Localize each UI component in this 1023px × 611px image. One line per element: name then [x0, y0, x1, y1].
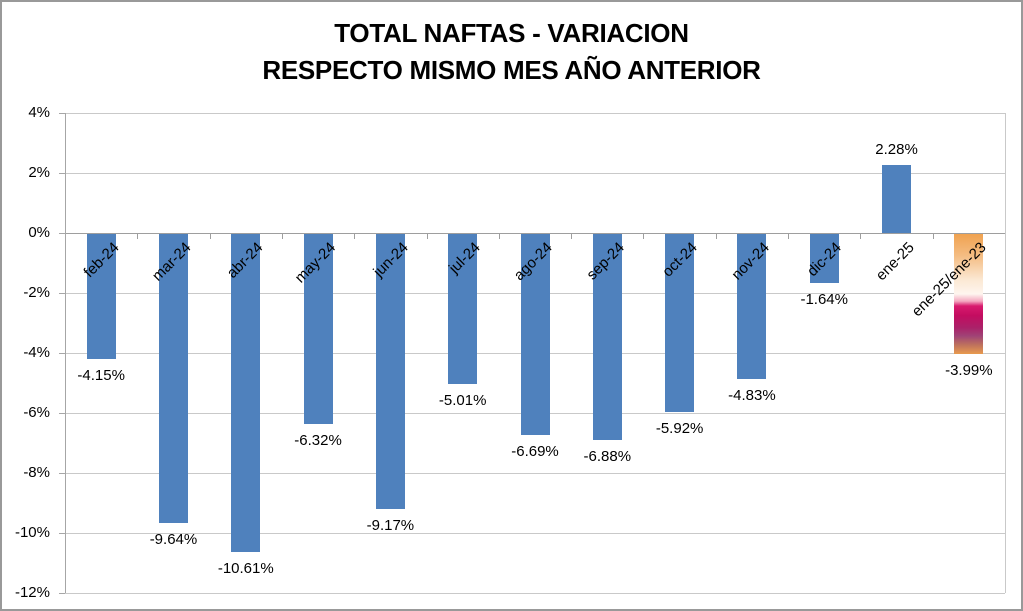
y-axis-tick [59, 413, 65, 414]
x-axis-tick [643, 234, 645, 239]
x-axis-tick [354, 234, 356, 239]
y-axis-tick [59, 113, 65, 114]
data-label-jun-24: -9.17% [366, 517, 415, 535]
y-axis-tick [59, 233, 65, 234]
y-axis-tick [59, 533, 65, 534]
data-label-sep-24: -6.88% [583, 448, 632, 466]
gridline-4 [65, 113, 1005, 114]
y-axis-label--12: -12% [14, 584, 50, 601]
data-label-ene-25/ene-23: -3.99% [945, 361, 993, 379]
bar-nov-24[interactable] [737, 234, 767, 379]
x-axis-category-label: ene-25 [872, 239, 918, 285]
bar-may-24[interactable] [303, 234, 333, 424]
y-axis-label-4: 4% [28, 104, 50, 121]
bar-ene-25[interactable] [882, 164, 912, 233]
x-axis-tick [209, 234, 211, 239]
x-axis-tick [932, 234, 934, 239]
y-axis-label--4: -4% [23, 344, 50, 361]
x-axis-tick [137, 234, 139, 239]
x-axis-tick [571, 234, 573, 239]
data-label-jul-24: -5.01% [438, 392, 487, 410]
data-label-mar-24: -9.64% [149, 531, 198, 549]
bar-dic-24[interactable] [809, 234, 839, 284]
y-axis-label-2: 2% [28, 164, 50, 181]
y-axis-tick [59, 473, 65, 474]
bar-mar-24[interactable] [158, 234, 188, 524]
y-axis-label--8: -8% [23, 464, 50, 481]
gridline--10 [65, 533, 1005, 534]
bar-ago-24[interactable] [520, 234, 550, 435]
chart-title: TOTAL NAFTAS - VARIACION RESPECTO MISMO … [2, 15, 1021, 89]
data-label-nov-24: -4.83% [728, 386, 776, 404]
x-axis-tick [281, 234, 283, 239]
plot-right-border [1005, 113, 1006, 593]
y-axis-tick [59, 593, 65, 594]
gridline--12 [65, 593, 1005, 594]
data-label-abr-24: -10.61% [217, 560, 274, 578]
chart-title-line-1: TOTAL NAFTAS - VARIACION [334, 18, 689, 48]
bar-feb-24[interactable] [86, 234, 116, 359]
bar-jun-24[interactable] [375, 234, 405, 510]
bar-jul-24[interactable] [448, 234, 478, 385]
x-axis-tick [498, 234, 500, 239]
y-axis-label--2: -2% [23, 284, 50, 301]
y-axis-tick [59, 353, 65, 354]
data-label-may-24: -6.32% [294, 431, 342, 449]
x-axis-tick [788, 234, 790, 239]
y-axis-tick [59, 293, 65, 294]
data-label-ene-25: 2.28% [875, 140, 918, 158]
gridline-2 [65, 173, 1005, 174]
x-axis-tick [715, 234, 717, 239]
y-axis-label-0: 0% [28, 224, 50, 241]
y-axis-tick [59, 173, 65, 174]
data-label-oct-24: -5.92% [655, 419, 704, 437]
y-axis-line [65, 113, 66, 593]
bar-sep-24[interactable] [592, 234, 622, 441]
chart-title-line-2: RESPECTO MISMO MES AÑO ANTERIOR [262, 55, 761, 85]
bar-abr-24[interactable] [231, 234, 261, 553]
bar-ene-25/ene-23[interactable] [954, 234, 984, 354]
gridline--8 [65, 473, 1005, 474]
x-axis-tick [426, 234, 428, 239]
y-axis-label--10: -10% [14, 524, 50, 541]
data-label-feb-24: -4.15% [77, 366, 125, 384]
data-label-dic-24: -1.64% [800, 291, 848, 309]
x-axis-line [65, 233, 1005, 234]
x-axis-tick [860, 234, 862, 239]
data-label-ago-24: -6.69% [511, 442, 559, 460]
y-axis-label--6: -6% [23, 404, 50, 421]
bar-oct-24[interactable] [665, 234, 695, 412]
